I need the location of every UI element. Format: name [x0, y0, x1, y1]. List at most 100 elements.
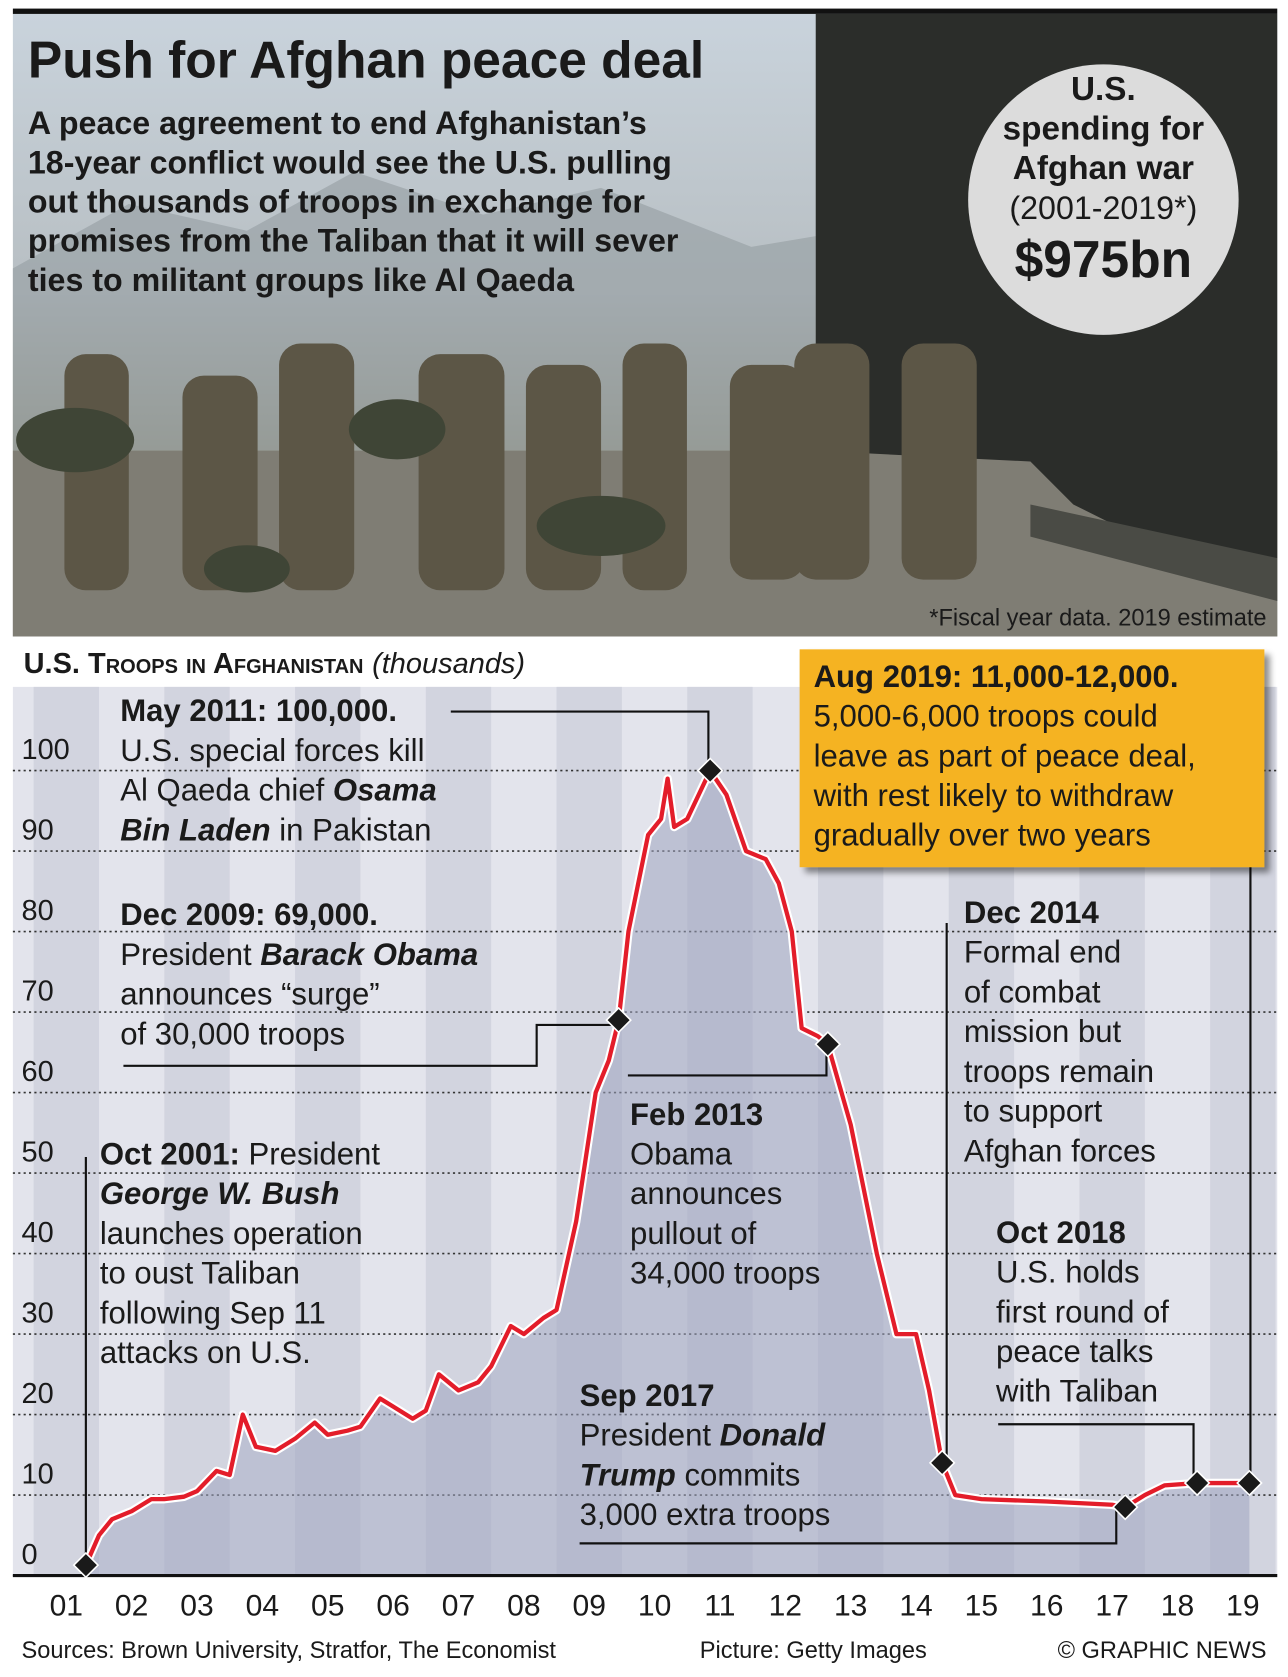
annotation-text: with rest likely to withdraw	[813, 778, 1174, 813]
annotation-text: President	[120, 937, 260, 972]
annotation-line: Dec 2009: 69,000.	[120, 897, 378, 932]
copyright: © GRAPHIC NEWS	[1058, 1638, 1267, 1664]
annotation-line: of 30,000 troops	[120, 1016, 345, 1051]
annotation-text: mission but	[964, 1014, 1122, 1049]
connector	[579, 1507, 1118, 1545]
point-marker	[1111, 1493, 1139, 1521]
annotation-text: Al Qaeda chief	[120, 773, 333, 808]
x-tick-label: 05	[311, 1589, 344, 1622]
annotation-line: President Donald	[580, 1418, 827, 1453]
x-tick-label: 03	[180, 1589, 213, 1622]
annotation-line: attacks on U.S.	[100, 1335, 311, 1370]
annotation-line: U.S. holds	[996, 1255, 1140, 1290]
spending-amount: $975bn	[1015, 230, 1192, 288]
annotation-line: 34,000 troops	[630, 1256, 820, 1291]
annotation-line: Dec 2014	[964, 895, 1100, 930]
annotation-text: U.S. special forces kill	[120, 733, 424, 768]
annotation-text: launches operation	[100, 1216, 363, 1251]
x-tick-label: 16	[1030, 1589, 1063, 1622]
x-tick-label: 06	[376, 1589, 409, 1622]
annotation-text: Donald	[720, 1418, 826, 1453]
line	[83, 768, 1250, 1567]
x-tick-label: 04	[246, 1589, 279, 1622]
annotation-line: gradually over two years	[814, 818, 1151, 853]
subtitle-line: promises from the Taliban that it will s…	[28, 223, 679, 259]
y-tick-label: 80	[21, 895, 53, 927]
annotation-text: Sep 2017	[580, 1378, 715, 1413]
annotation-text: announces “surge”	[120, 977, 379, 1012]
annotation-line: Trump commits	[580, 1457, 801, 1492]
annotation-text: troops remain	[964, 1054, 1154, 1089]
x-tick-label: 09	[572, 1589, 605, 1622]
annotation-line: following Sep 11	[100, 1295, 326, 1330]
y-tick-label: 70	[21, 975, 53, 1007]
x-tick-label: 18	[1161, 1589, 1194, 1622]
annotation-text: Dec 2014	[964, 895, 1100, 930]
annotation-text: U.S. holds	[996, 1255, 1140, 1290]
y-tick-label: 40	[21, 1217, 53, 1249]
chart-title-unit: (thousands)	[372, 648, 525, 680]
annotation-line: Obama	[630, 1137, 733, 1172]
picture-credit: Picture: Getty Images	[700, 1638, 927, 1664]
annotation-text: 5,000-6,000 troops could	[814, 699, 1158, 734]
annotation-line: Formal end	[964, 935, 1121, 970]
y-tick-label: 20	[21, 1378, 53, 1410]
connector	[450, 710, 710, 769]
annotation-text: Aug 2019: 11,000-12,000.	[814, 659, 1179, 694]
annotation-text: Bin Laden	[120, 812, 270, 847]
annotation-text: pullout of	[630, 1216, 757, 1251]
annotation-line: announces	[630, 1176, 782, 1211]
x-tick-label: 07	[442, 1589, 475, 1622]
annotation-line: announces “surge”	[120, 977, 379, 1012]
point-marker	[1236, 1469, 1263, 1497]
annotation-line: with rest likely to withdraw	[813, 778, 1174, 813]
point-marker	[1183, 1469, 1211, 1497]
area	[85, 770, 1250, 1576]
annotation-line: leave as part of peace deal,	[814, 738, 1196, 773]
y-tick-label: 90	[21, 814, 53, 846]
annotation-text: in Pakistan	[271, 812, 432, 847]
annotation-text: Trump	[580, 1457, 676, 1492]
annotation-line: Oct 2018	[996, 1215, 1126, 1250]
annotation-line: Sep 2017	[580, 1378, 715, 1413]
subtitle-line: out thousands of troops in exchange for	[28, 184, 645, 220]
chart-title-text: U.S. Troops in Afghanistan	[24, 648, 364, 680]
annotation-text: George W. Bush	[100, 1176, 340, 1211]
y-tick-label: 50	[21, 1136, 53, 1168]
annotation-text: 3,000 extra troops	[580, 1497, 831, 1532]
annotation-text: following Sep 11	[100, 1295, 326, 1330]
annotation-line: Bin Laden in Pakistan	[120, 812, 431, 847]
point-marker	[928, 1449, 956, 1477]
annotation-line: with Taliban	[995, 1374, 1158, 1409]
annotation-text: Afghan forces	[964, 1133, 1156, 1168]
chart-title: U.S. Troops in Afghanistan (thousands)	[24, 648, 525, 680]
annotation-text: President	[240, 1137, 380, 1172]
annotation-text: Barack Obama	[260, 937, 478, 972]
subtitle: A peace agreement to end Afghanistan’s18…	[28, 105, 679, 298]
annotation-text: Formal end	[964, 935, 1121, 970]
annotation-text: Osama	[333, 773, 437, 808]
annotation-text: gradually over two years	[814, 818, 1151, 853]
spending-line: spending for	[1003, 111, 1204, 148]
annotation-line: President Barack Obama	[120, 937, 478, 972]
annotation-text: May 2011: 100,000.	[120, 693, 397, 728]
callout-box	[799, 649, 1265, 868]
annotation-text: Feb 2013	[630, 1097, 763, 1132]
x-tick-label: 02	[115, 1589, 148, 1622]
x-tick-label: 17	[1095, 1589, 1128, 1622]
y-tick-label: 0	[21, 1539, 37, 1571]
y-tick-label: 10	[21, 1458, 53, 1490]
x-tick-label: 13	[834, 1589, 867, 1622]
annotation-line: Oct 2001: President	[100, 1137, 381, 1172]
annotation-line: Feb 2013	[630, 1097, 763, 1132]
annotation-line: 5,000-6,000 troops could	[814, 699, 1158, 734]
x-tick-label: 15	[965, 1589, 998, 1622]
y-tick-label: 30	[21, 1297, 53, 1329]
annotation-text: of combat	[964, 974, 1101, 1009]
x-tick-label: 11	[704, 1589, 735, 1622]
annotation-line: mission but	[964, 1014, 1122, 1049]
annotation-text: peace talks	[996, 1334, 1153, 1369]
connector	[998, 1423, 1195, 1484]
